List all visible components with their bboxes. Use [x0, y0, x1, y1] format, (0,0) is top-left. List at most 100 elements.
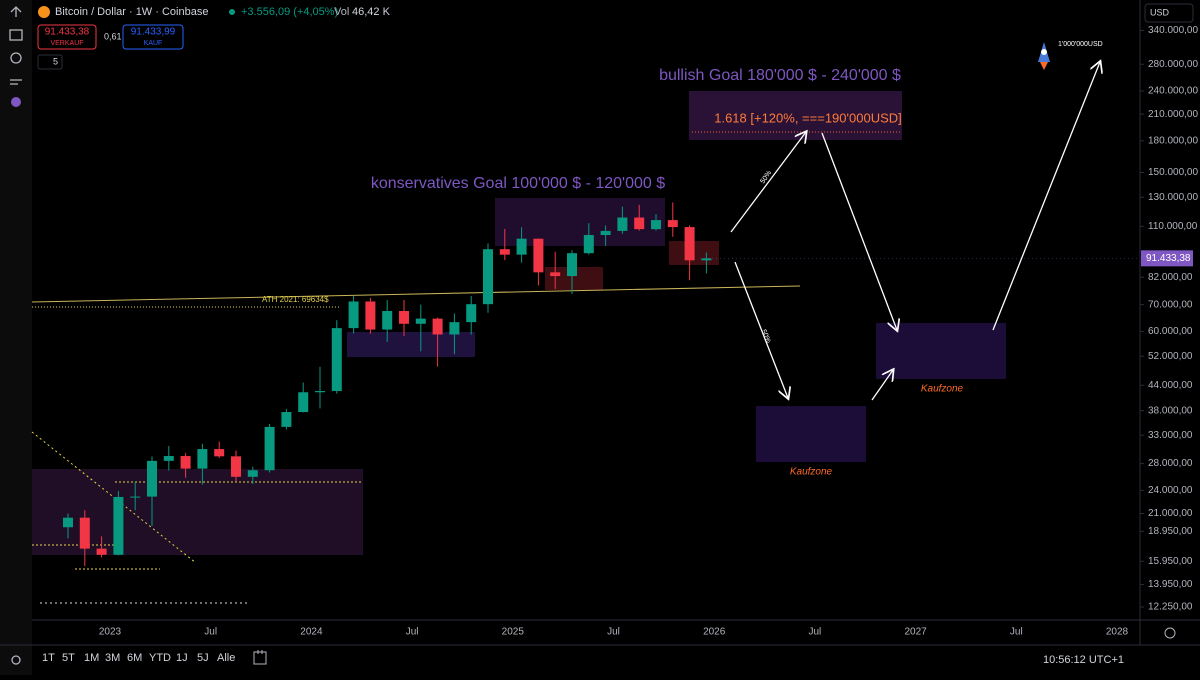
date-range-icon[interactable]: [253, 650, 267, 665]
sell-button[interactable]: [37, 24, 97, 50]
x-tick-label: Jul: [809, 627, 822, 638]
y-tick-label: 38.000,00: [1148, 405, 1193, 416]
range-button[interactable]: 1M: [84, 652, 99, 664]
btc-icon: [38, 6, 50, 18]
spread: 0,61: [104, 31, 122, 41]
y-tick-label: 33.000,00: [1148, 430, 1193, 441]
candle-body: [264, 426, 275, 471]
clock: 10:56:12 UTC+1: [1043, 654, 1124, 666]
range-button[interactable]: 5J: [197, 652, 209, 664]
y-tick-label: 240.000,00: [1148, 86, 1198, 97]
y-tick-label: 18.950,00: [1148, 526, 1193, 537]
sell-price[interactable]: 91.433,38: [45, 27, 90, 38]
candle-body: [449, 322, 460, 335]
candle-body: [382, 310, 393, 330]
candle-body: [617, 217, 628, 231]
candle-body: [583, 235, 594, 254]
ath-label: ATH 2021: 69634$: [262, 295, 329, 304]
candle-body: [281, 412, 292, 427]
candle-body: [348, 301, 359, 329]
toolbar-icons[interactable]: [9, 6, 23, 665]
y-tick-label: 28.000,00: [1148, 458, 1193, 469]
candle-body: [701, 258, 712, 261]
candle-body: [667, 220, 678, 228]
x-tick-label: Jul: [204, 627, 217, 638]
range-button[interactable]: YTD: [149, 652, 171, 664]
y-tick-label: 210.000,00: [1148, 109, 1198, 120]
y-tick-label: 130.000,00: [1148, 192, 1198, 203]
y-tick-label: 70.000,00: [1148, 299, 1193, 310]
y-tick-label: 60.000,00: [1148, 326, 1193, 337]
y-tick-label: 150.000,00: [1148, 167, 1198, 178]
range-button[interactable]: Alle: [217, 652, 235, 664]
y-tick-label: 13.950,00: [1148, 579, 1193, 590]
x-tick-label: Jul: [406, 627, 419, 638]
left-toolbar: [0, 0, 32, 675]
x-tick-label: Jul: [1010, 627, 1023, 638]
x-tick-label: 2027: [904, 627, 927, 638]
x-tick-label: 2023: [99, 627, 122, 638]
y-tick-label: 44.000,00: [1148, 380, 1193, 391]
range-button[interactable]: 3M: [105, 652, 120, 664]
range-button[interactable]: 6M: [127, 652, 142, 664]
moon-label: 1'000'000USD: [1058, 41, 1103, 48]
range-button[interactable]: 1T: [42, 652, 55, 664]
range-button[interactable]: 5T: [62, 652, 75, 664]
x-tick-label: 2025: [502, 627, 525, 638]
candle-body: [516, 238, 527, 255]
candle-body: [79, 517, 90, 549]
sell-label[interactable]: VERKAUF: [50, 40, 83, 47]
axis-settings[interactable]: [1164, 627, 1176, 639]
y-tick-label: 15.950,00: [1148, 556, 1193, 567]
x-tick-label: 2026: [703, 627, 726, 638]
buy-zone-label: Kaufzone: [921, 384, 964, 395]
price-change: +3.556,09 (+4,05%): [241, 6, 338, 18]
candle-body: [130, 496, 141, 498]
y-tick-label: 21.000,00: [1148, 508, 1193, 519]
candle-body: [180, 456, 191, 469]
candle-body: [365, 301, 376, 330]
conservative-goal: konservatives Goal 100'000 $ - 120'000 $: [371, 175, 665, 192]
y-tick-label: 180.000,00: [1148, 136, 1198, 147]
last-price-tag: [1141, 250, 1193, 267]
range-button[interactable]: 1J: [176, 652, 188, 664]
x-tick-label: 2028: [1106, 627, 1129, 638]
candle-body: [163, 456, 174, 461]
candle-body: [298, 392, 309, 413]
currency-button[interactable]: [1144, 3, 1194, 23]
candle-body: [247, 470, 258, 477]
candle-body: [197, 449, 208, 469]
buy-label[interactable]: KAUF: [144, 40, 163, 47]
candle-body: [684, 227, 695, 261]
candle-body: [315, 391, 325, 393]
candle-body: [147, 460, 157, 497]
x-tick-label: Jul: [607, 627, 620, 638]
candle-body: [231, 456, 241, 477]
candle-body: [600, 230, 611, 236]
currency[interactable]: USD: [1150, 7, 1170, 17]
candle-body: [214, 449, 225, 457]
candle-body: [399, 310, 409, 324]
volume-label: Vol: [334, 6, 349, 18]
candle-body: [415, 318, 426, 324]
candle-body: [63, 517, 73, 528]
symbol-title[interactable]: Bitcoin / Dollar · 1W · Coinbase: [55, 6, 208, 18]
x-tick-label: 2024: [300, 627, 323, 638]
status-dot: [229, 9, 235, 15]
fib-label: 1.618 [+120%, ===190'000USD]: [714, 110, 902, 125]
candle-body: [651, 220, 661, 230]
candle-body: [96, 548, 107, 555]
buy-button[interactable]: [122, 24, 184, 50]
y-tick-label: 110.000,00: [1148, 221, 1198, 232]
indicator-count[interactable]: 5: [53, 56, 58, 66]
indicator-toggle[interactable]: [37, 54, 63, 70]
candle-body: [113, 496, 124, 555]
buy-price[interactable]: 91.433,99: [131, 27, 176, 38]
candle-body: [550, 272, 561, 277]
volume: 46,42 K: [352, 6, 391, 18]
candle-body: [483, 249, 493, 305]
y-tick-label: 12.250,00: [1148, 602, 1193, 613]
